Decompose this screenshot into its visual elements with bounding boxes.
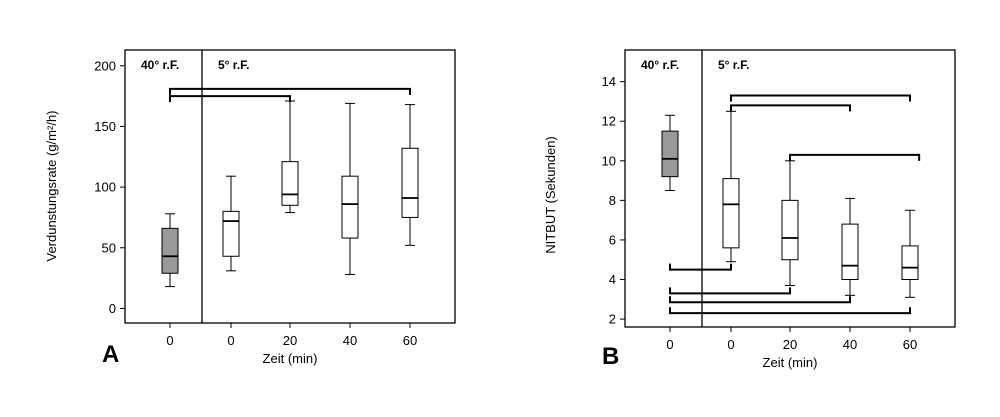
box-iqr [222, 210, 240, 257]
y-tick-label: 6 [609, 232, 616, 247]
box-iqr [661, 130, 679, 178]
panel-label: A [102, 341, 119, 368]
x-tick-label: 20 [283, 333, 297, 348]
significance-bracket [669, 263, 732, 271]
significance-bracket [669, 287, 791, 295]
x-tick-label: 20 [783, 337, 797, 352]
y-tick-label: 0 [109, 301, 116, 316]
panel-label: B [602, 343, 619, 370]
box-4 [901, 209, 919, 298]
box-3 [341, 102, 359, 275]
significance-bracket [169, 87, 411, 95]
chart-panel-a: 40° r.F. 5° r.F. 0 50 100 150 200 0 0 20 40 60 Zeit … [44, 49, 456, 368]
y-tick-label: 14 [602, 74, 616, 89]
significance-bracket [789, 153, 921, 161]
x-tick-label: 60 [403, 333, 417, 348]
box-iqr [722, 178, 740, 249]
y-tick-label: 150 [94, 119, 116, 134]
y-tick-label: 200 [94, 58, 116, 73]
condition-label: 40° r.F. [141, 58, 179, 72]
box-iqr [281, 161, 299, 206]
y-tick-label: 10 [602, 153, 616, 168]
x-axis-label: Zeit (min) [763, 355, 818, 370]
box-iqr [401, 147, 419, 218]
significance-bracket [730, 104, 851, 112]
box-1 [722, 110, 740, 263]
y-tick-label: 50 [102, 240, 116, 255]
chart-panel-b: 40° r.F. 5° r.F. 2 4 6 8 10 12 14 0 0 20 40 60 Zeit (m… [543, 49, 956, 370]
box-iqr [781, 199, 799, 261]
x-tick-label: 40 [843, 337, 857, 352]
box-0 [661, 114, 679, 191]
box-3 [841, 197, 859, 296]
condition-label: 5° r.F. [218, 58, 249, 72]
box-2 [781, 160, 799, 286]
significance-bracket [669, 307, 911, 315]
x-tick-label: 60 [903, 337, 917, 352]
y-axis-label: NITBUT (Sekunden) [543, 136, 558, 254]
significance-bracket [169, 95, 291, 103]
x-tick-label: 40 [343, 333, 357, 348]
box-iqr [341, 175, 359, 239]
x-tick-label: 0 [166, 333, 173, 348]
x-tick-label: 0 [666, 337, 673, 352]
y-tick-label: 8 [609, 193, 616, 208]
condition-label: 5° r.F. [718, 58, 749, 72]
x-axis-label: Zeit (min) [263, 351, 318, 366]
condition-label: 40° r.F. [641, 58, 679, 72]
box-1 [222, 175, 240, 272]
y-tick-label: 2 [609, 312, 616, 327]
box-iqr [841, 223, 859, 281]
x-tick-label: 0 [727, 337, 734, 352]
box-iqr [161, 227, 179, 274]
box-4 [401, 104, 419, 246]
box-iqr [901, 245, 919, 281]
box-0 [161, 213, 179, 288]
y-tick-label: 12 [602, 114, 616, 129]
significance-bracket [730, 94, 911, 102]
x-tick-label: 0 [227, 333, 234, 348]
box-2 [281, 100, 299, 214]
y-tick-label: 100 [94, 180, 116, 195]
y-axis-label: Verdunstungsrate (g/m²/h) [44, 110, 59, 261]
significance-bracket [669, 296, 851, 304]
y-tick-label: 4 [609, 272, 616, 287]
